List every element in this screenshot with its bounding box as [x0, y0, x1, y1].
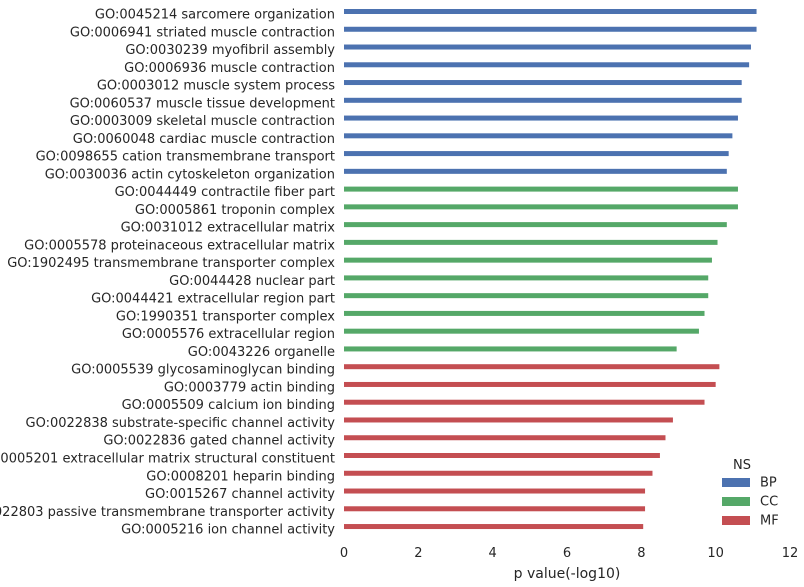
bar-bp — [344, 97, 742, 103]
y-tick-label: GO:0003779 actin binding — [164, 380, 335, 395]
bar-mf — [344, 381, 716, 387]
bar-bp — [344, 168, 727, 174]
y-tick-labels: GO:0045214 sarcomere organization GO:0006… — [0, 8, 335, 538]
x-axis-title: p value(-log10) — [514, 566, 621, 582]
bar-cc — [344, 293, 709, 299]
bar-cc — [344, 310, 705, 316]
bar-mf — [344, 506, 646, 512]
y-tick-label: GO:0005509 calcium ion binding — [122, 398, 335, 413]
bar-cc — [344, 328, 699, 334]
y-tick-label: GO:0003009 skeletal muscle contraction — [70, 114, 335, 129]
bar-cc — [344, 186, 738, 192]
bars — [344, 9, 757, 530]
y-tick-label: GO:0006936 muscle contraction — [124, 61, 335, 76]
bar-bp — [344, 151, 729, 157]
y-tick-label: GO:0015267 channel activity — [145, 487, 335, 502]
bar-bp — [344, 62, 750, 68]
y-tick-label: GO:0022803 passive transmembrane transpo… — [0, 505, 335, 520]
x-tick-label: 12 — [782, 546, 799, 561]
bar-cc — [344, 275, 709, 281]
bar-bp — [344, 133, 733, 139]
y-tick-label: GO:0060537 muscle tissue development — [70, 96, 335, 111]
y-tick-label: GO:0005539 glycosaminoglycan binding — [71, 363, 335, 378]
x-tick-label: 10 — [707, 546, 724, 561]
bar-bp — [344, 80, 742, 86]
bar-mf — [344, 488, 646, 494]
bar-cc — [344, 346, 677, 352]
x-tick-label: 0 — [340, 546, 348, 561]
bar-cc — [344, 204, 738, 210]
x-tick-label: 6 — [563, 546, 571, 561]
y-tick-label: GO:0060048 cardiac muscle contraction — [73, 132, 335, 147]
y-tick-label: GO:0044449 contractile fiber part — [115, 185, 335, 200]
y-tick-label: GO:0005201 extracellular matrix structur… — [0, 452, 335, 467]
x-tick-label: 8 — [637, 546, 645, 561]
y-tick-label: GO:0008201 heparin binding — [146, 469, 335, 484]
legend-title: NS — [733, 458, 751, 473]
legend-label-mf: MF — [760, 514, 779, 529]
y-tick-label: GO:0044428 nuclear part — [169, 274, 335, 289]
bar-mf — [344, 435, 666, 441]
y-tick-label: GO:0098655 cation transmembrane transpor… — [36, 150, 335, 165]
bar-cc — [344, 239, 718, 245]
bar-bp — [344, 26, 757, 32]
bar-bp — [344, 115, 738, 121]
legend-swatch-bp — [722, 478, 750, 487]
y-tick-label: GO:0005576 extracellular region — [122, 327, 335, 342]
legend-swatch-cc — [722, 497, 750, 506]
y-tick-label: GO:0006941 striated muscle contraction — [70, 25, 335, 40]
y-tick-label: GO:1990351 transporter complex — [116, 309, 335, 324]
legend: NS BP CC MF — [722, 458, 779, 529]
bar-mf — [344, 524, 644, 530]
y-tick-label: GO:0044421 extracellular region part — [91, 292, 335, 307]
y-tick-label: GO:0045214 sarcomere organization — [95, 8, 335, 23]
bar-mf — [344, 399, 705, 405]
y-tick-label: GO:0005861 troponin complex — [135, 203, 335, 218]
y-tick-label: GO:0022838 substrate-specific channel ac… — [26, 416, 336, 431]
legend-label-cc: CC — [760, 495, 778, 510]
bar-mf — [344, 364, 720, 370]
bar-bp — [344, 44, 751, 50]
bar-bp — [344, 9, 757, 14]
bar-mf — [344, 417, 673, 423]
y-tick-label: GO:0043226 organelle — [188, 345, 335, 360]
y-tick-label: GO:0030239 myofibril assembly — [125, 43, 335, 58]
y-tick-label: GO:1902495 transmembrane transporter com… — [7, 256, 335, 271]
y-tick-label: GO:0005216 ion channel activity — [121, 523, 335, 538]
y-tick-label: GO:0022836 gated channel activity — [103, 434, 335, 449]
bar-mf — [344, 453, 660, 458]
legend-label-bp: BP — [760, 476, 777, 491]
x-tick-label: 4 — [489, 546, 497, 561]
y-tick-label: GO:0003012 muscle system process — [97, 79, 335, 94]
y-tick-label: GO:0005578 proteinaceous extracellular m… — [24, 238, 335, 253]
x-tick-labels: 0 2 4 6 8 10 12 — [340, 546, 798, 561]
bar-cc — [344, 257, 712, 263]
bar-cc — [344, 222, 727, 228]
y-tick-label: GO:0031012 extracellular matrix — [121, 221, 336, 236]
y-tick-label: GO:0030036 actin cytoskeleton organizati… — [45, 167, 335, 182]
legend-swatch-mf — [722, 516, 750, 525]
bar-mf — [344, 470, 653, 476]
x-tick-label: 2 — [414, 546, 422, 561]
